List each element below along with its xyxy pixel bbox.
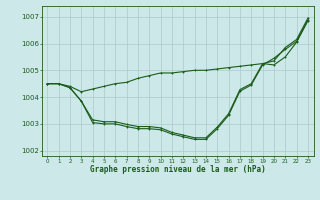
X-axis label: Graphe pression niveau de la mer (hPa): Graphe pression niveau de la mer (hPa) — [90, 165, 266, 174]
